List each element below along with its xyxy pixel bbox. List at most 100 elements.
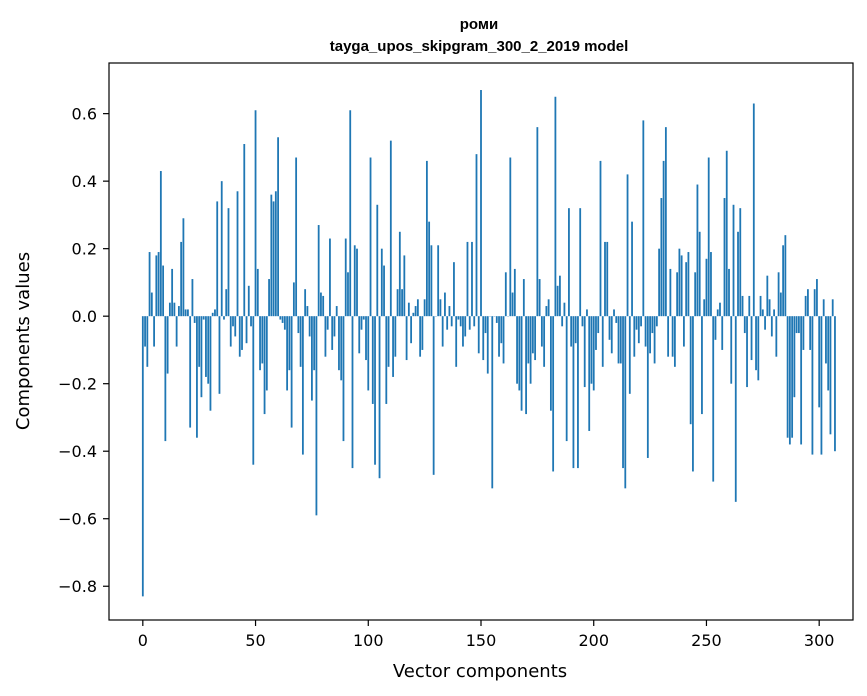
bar [184,309,187,317]
bar [412,312,415,317]
bar [421,316,424,350]
bar [423,299,426,317]
bar [254,110,257,317]
bar [613,309,615,317]
bar [761,309,764,317]
bar [818,316,821,408]
bar [570,316,573,347]
bar [342,316,345,442]
bar [437,245,440,317]
bar [159,171,162,317]
bar [637,316,640,344]
y-tick-label: 0.4 [72,172,97,191]
bar [340,316,343,381]
bar [358,316,361,354]
bar [610,316,613,354]
bar [768,299,771,317]
bar [441,316,444,347]
bar [439,299,442,317]
bar [604,241,606,317]
bar [561,316,564,327]
chart-subtitle: tayga_upos_skipgram_300_2_2019 model [330,38,629,55]
bar [710,252,712,317]
bar [500,316,503,344]
bar [642,120,645,317]
bar [207,316,210,384]
bar [380,248,383,317]
bar [175,316,178,347]
bar [232,316,234,327]
bar [662,160,665,317]
bar [716,309,719,317]
bar [619,316,622,364]
bar [723,198,726,317]
bar [804,295,807,317]
bar [306,306,309,317]
bar [676,272,679,317]
bar [349,110,352,317]
bar [651,316,654,334]
bar [664,127,667,317]
bar [173,302,176,317]
y-tick-label: −0.8 [58,577,97,596]
bar [692,316,694,472]
bar [748,295,751,317]
bar [750,316,753,361]
bar [511,292,514,317]
bar [376,204,379,317]
bar [225,289,228,317]
bar [590,316,593,384]
bar [646,316,649,458]
bar [473,316,476,327]
bar [572,316,575,469]
bar [601,316,604,367]
bar [628,316,631,394]
bar [752,103,755,317]
bar [786,316,789,438]
bar [220,181,223,317]
bar [462,316,464,347]
bar [556,285,559,317]
bar [286,316,289,391]
x-tick-label: 100 [353,631,384,650]
bar [746,316,748,388]
bar [277,137,279,317]
bar [331,316,334,350]
bar [520,316,523,411]
bar [389,140,392,317]
bar [820,316,823,455]
bar [669,268,672,317]
bar [196,316,198,438]
y-tick-label: 0.6 [72,105,97,124]
bar [705,258,708,317]
bar [301,316,304,455]
bar [265,316,268,391]
bar [793,316,796,398]
bar [193,316,196,323]
bar [394,316,397,357]
bar [182,218,185,317]
bar [633,316,636,357]
bar [324,316,327,357]
bar [432,316,435,475]
bar [297,316,300,334]
bar [784,235,787,317]
bar [295,157,298,317]
bar [518,316,521,391]
x-tick-label: 300 [804,631,835,650]
bar [608,316,611,340]
bar [471,241,473,317]
bar [592,316,595,391]
bars-group [141,90,836,597]
bar [522,279,525,317]
bar [615,316,618,323]
bar [732,204,735,317]
bar [144,316,146,347]
bar [369,157,372,317]
bar [538,279,541,317]
bar [403,255,406,317]
bar [660,198,663,317]
bar [807,289,809,317]
bar [238,316,241,357]
bar [755,316,757,371]
